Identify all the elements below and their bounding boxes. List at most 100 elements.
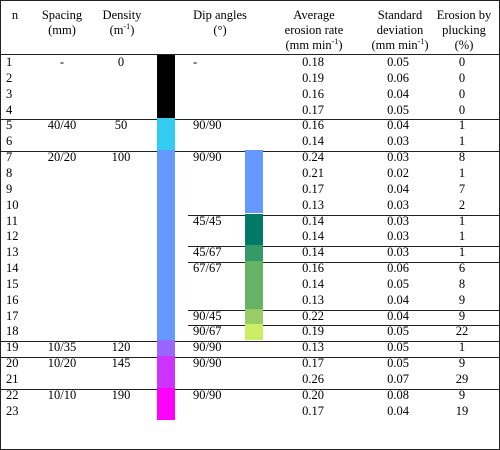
subgroup-divider xyxy=(188,309,499,311)
dip-color-bar xyxy=(245,245,263,262)
table-cell-pluck: 29 xyxy=(455,372,469,386)
table-cell-pluck: 8 xyxy=(458,276,466,291)
header-density-line2: (m-1) xyxy=(109,22,135,38)
table-cell-n: 22 xyxy=(6,387,19,402)
table-cell-pluck: 9 xyxy=(458,387,466,402)
dip-color-bar xyxy=(245,308,263,325)
header-avg-line2: erosion rate xyxy=(284,23,344,37)
density-color-bar xyxy=(157,356,175,388)
table-cell-avg: 0.14 xyxy=(302,134,324,149)
table-cell-n: 9 xyxy=(6,181,13,196)
table-cell-pluck: 1 xyxy=(458,134,466,149)
header-n: n xyxy=(4,8,26,23)
table-cell-dip: 90/90 xyxy=(193,356,222,371)
table-cell-std: 0.07 xyxy=(387,372,409,386)
table-cell-density: 50 xyxy=(114,118,128,133)
table-cell-pluck: 0 xyxy=(458,86,466,101)
header-density: Density (m-1) xyxy=(96,8,148,38)
table-cell-pluck: 0 xyxy=(458,55,466,69)
table-cell-n: 19 xyxy=(6,340,19,355)
density-color-bar xyxy=(157,150,175,341)
header-spacing-line2: (mm) xyxy=(48,23,76,37)
table-cell-avg: 0.18 xyxy=(302,55,324,69)
table-cell-std: 0.03 xyxy=(387,197,409,212)
table-cell-pluck: 1 xyxy=(458,245,466,260)
table-cell-n: 2 xyxy=(6,70,13,85)
table-cell-n: 15 xyxy=(6,276,19,291)
table-cell-pluck: 19 xyxy=(455,403,469,418)
table-cell-std: 0.05 xyxy=(387,276,409,291)
table-cell-avg: 0.16 xyxy=(302,86,324,101)
table-cell-std: 0.06 xyxy=(387,70,409,85)
header-avg-line1: Average xyxy=(293,8,335,22)
table-cell-dip: 67/67 xyxy=(193,261,222,276)
table-cell-n: 7 xyxy=(6,150,13,165)
header-dip: Dip angles (°) xyxy=(180,8,260,38)
table-cell-n: 3 xyxy=(6,86,13,101)
table-cell-avg: 0.14 xyxy=(302,213,324,228)
header-std: Standard deviation (mm min-1) xyxy=(352,8,448,53)
table-cell-dip: 90/90 xyxy=(193,118,222,133)
table-cell-n: 13 xyxy=(6,245,19,260)
subgroup-divider xyxy=(188,325,499,327)
header-pluck: Erosion by plucking (%) xyxy=(424,8,500,53)
table-cell-std: 0.08 xyxy=(387,387,409,402)
dip-color-bar xyxy=(245,150,263,214)
table-cell-pluck: 9 xyxy=(458,356,466,371)
table-cell-pluck: 6 xyxy=(458,261,466,276)
table-cell-std: 0.06 xyxy=(387,261,409,276)
density-color-bar xyxy=(157,55,175,119)
table-cell-n: 1 xyxy=(6,55,13,69)
subgroup-divider xyxy=(188,214,499,216)
table-cell-n: 18 xyxy=(6,324,19,339)
table-cell-avg: 0.14 xyxy=(302,245,324,260)
table-cell-n: 16 xyxy=(6,292,19,307)
dip-color-bar xyxy=(245,324,263,341)
table-left-border xyxy=(0,0,1,450)
header-avg-line3: (mm min-1) xyxy=(285,37,343,53)
table-cell-n: 17 xyxy=(6,308,19,323)
header-spacing: Spacing (mm) xyxy=(32,8,92,38)
header-n-text: n xyxy=(11,8,19,22)
table-cell-pluck: 1 xyxy=(458,340,466,355)
table-cell-std: 0.05 xyxy=(387,102,409,117)
table-cell-avg: 0.24 xyxy=(302,150,324,165)
table-cell-std: 0.04 xyxy=(387,403,409,418)
table-cell-density: 120 xyxy=(111,340,131,355)
group-divider xyxy=(0,341,500,343)
table-cell-avg: 0.14 xyxy=(302,276,324,291)
table-cell-density: 190 xyxy=(111,387,131,402)
table-cell-std: 0.03 xyxy=(387,245,409,260)
table-cell-spacing: 10/10 xyxy=(47,387,77,402)
table-cell-pluck: 9 xyxy=(458,308,466,323)
table-cell-n: 12 xyxy=(6,229,19,244)
table-cell-n: 10 xyxy=(6,197,19,212)
dip-color-bar xyxy=(245,261,263,309)
table-cell-avg: 0.13 xyxy=(302,340,324,355)
table-cell-spacing: 10/35 xyxy=(47,340,77,355)
header-dip-line1: Dip angles xyxy=(193,8,247,22)
table-cell-avg: 0.21 xyxy=(302,165,324,180)
table-cell-avg: 0.13 xyxy=(302,292,324,307)
header-std-line1: Standard xyxy=(377,8,423,22)
table-cell-spacing: 20/20 xyxy=(47,150,77,165)
table-cell-avg: 0.22 xyxy=(302,308,324,323)
table-cell-n: 5 xyxy=(6,118,13,133)
table-cell-pluck: 7 xyxy=(458,181,466,196)
table-cell-avg: 0.20 xyxy=(302,387,324,402)
header-pluck-line3: (%) xyxy=(454,38,474,52)
table-cell-n: 21 xyxy=(6,372,19,386)
table-cell-avg: 0.19 xyxy=(302,324,324,339)
table-cell-avg: 0.16 xyxy=(302,118,324,133)
table-cell-pluck: 1 xyxy=(458,213,466,228)
table-cell-dip: 90/67 xyxy=(193,324,222,339)
table-cell-std: 0.03 xyxy=(387,213,409,228)
table-cell-pluck: 1 xyxy=(458,229,466,244)
group-divider xyxy=(0,357,500,359)
table-cell-pluck: 2 xyxy=(458,197,466,212)
table-cell-std: 0.04 xyxy=(387,181,409,196)
table-cell-std: 0.02 xyxy=(387,165,409,180)
table-cell-std: 0.04 xyxy=(387,308,409,323)
table-cell-avg: 0.16 xyxy=(302,261,324,276)
header-avg: Average erosion rate (mm min-1) xyxy=(266,8,362,53)
